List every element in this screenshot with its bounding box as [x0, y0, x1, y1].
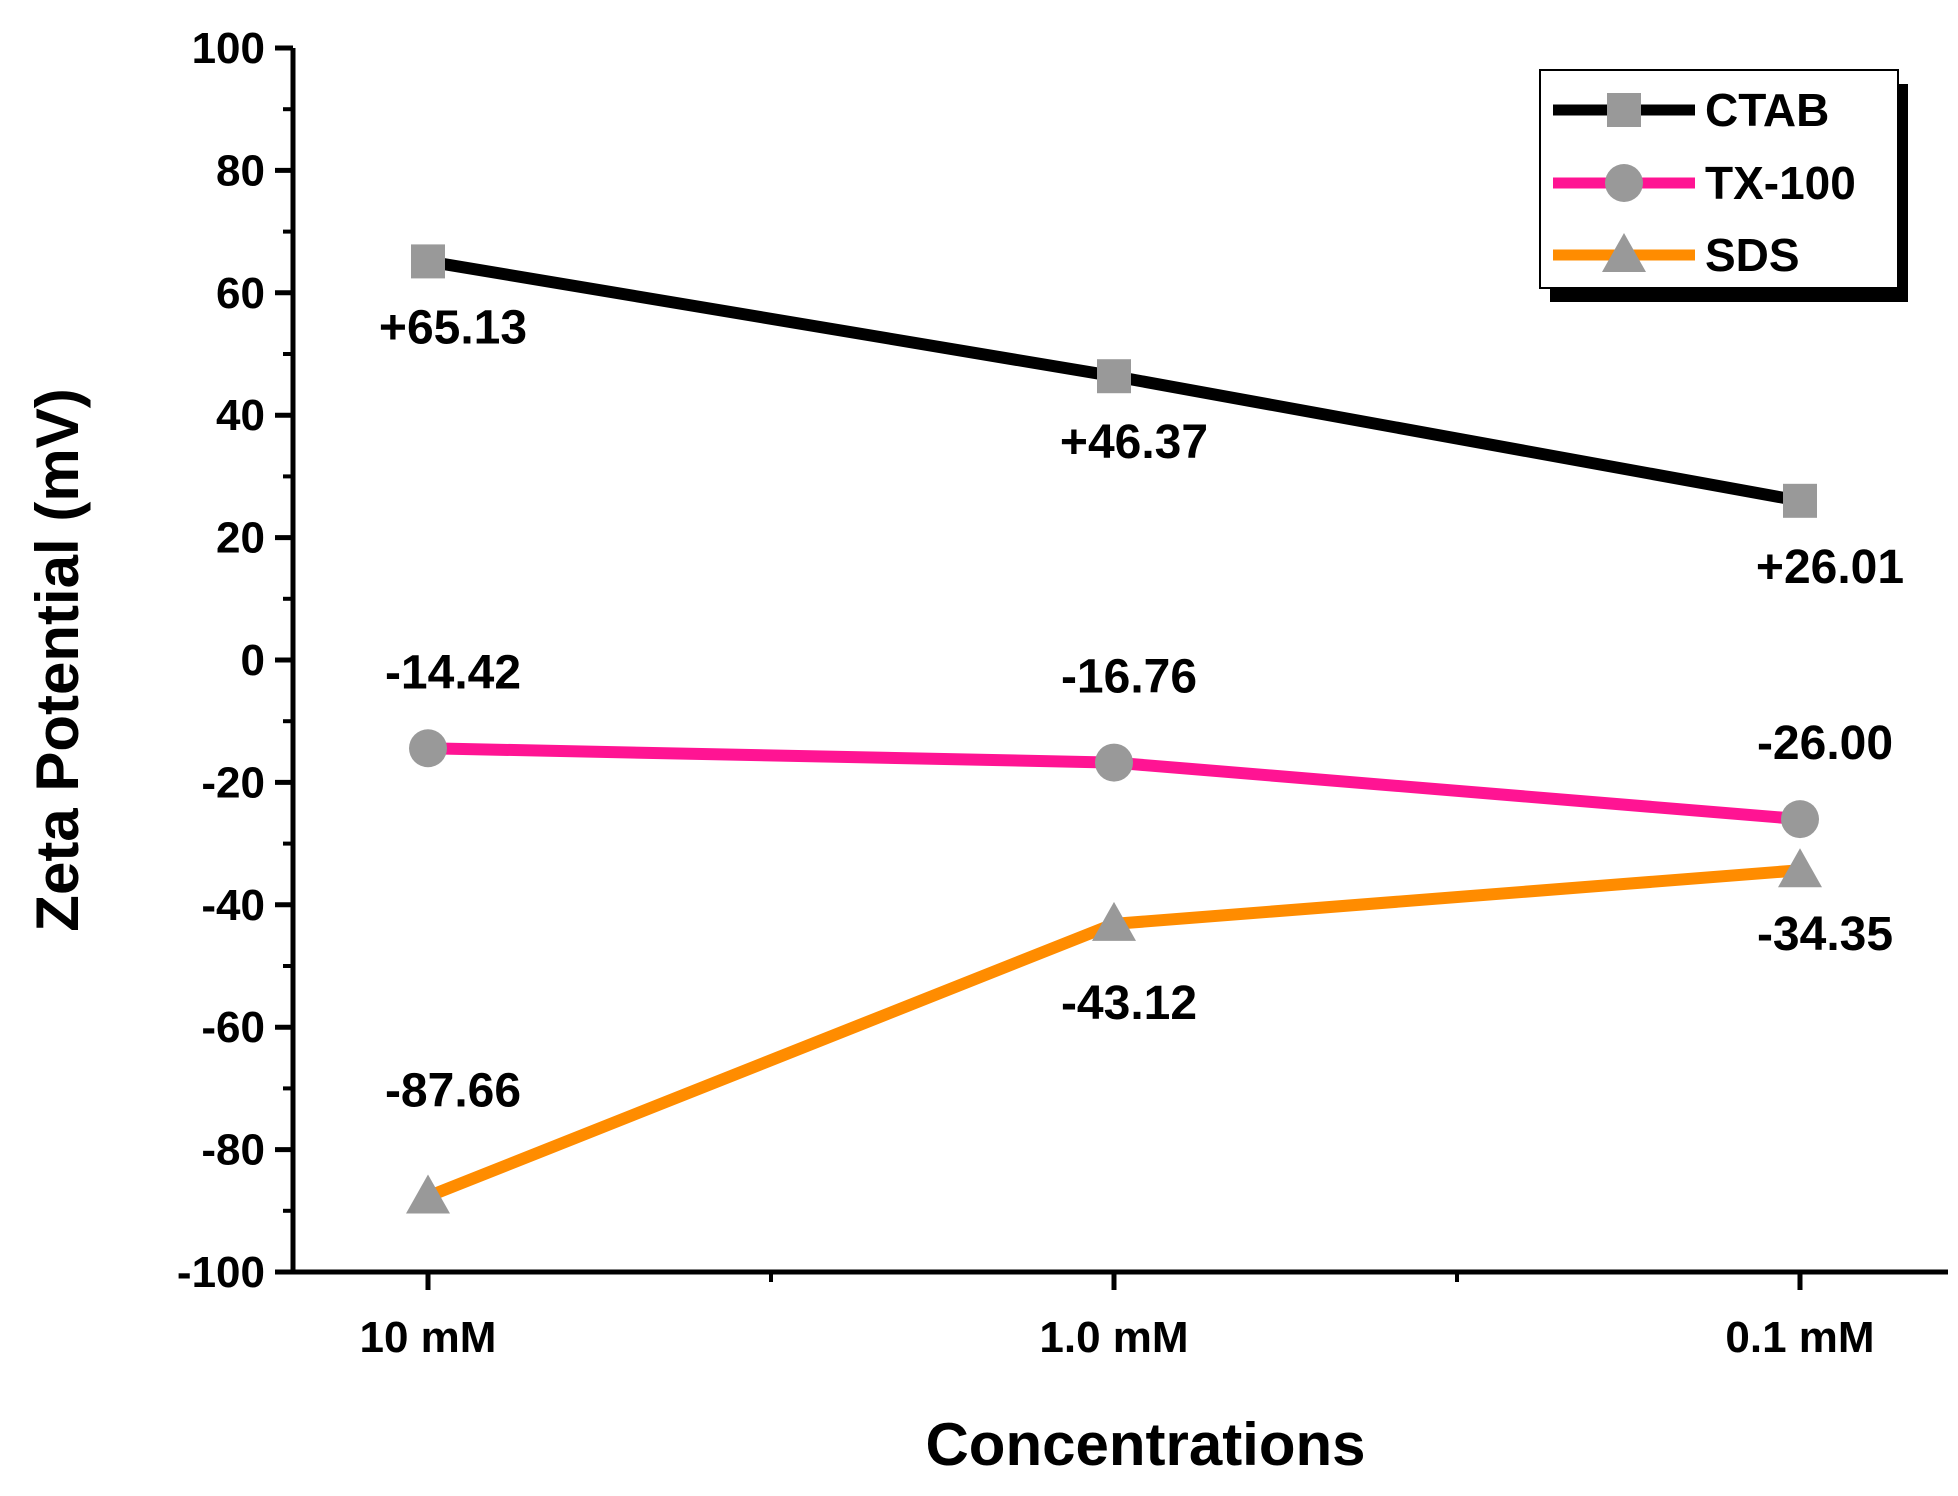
data-point-square	[1607, 93, 1641, 127]
data-label: -34.35	[1757, 908, 1893, 961]
y-tick-label: 40	[216, 391, 265, 440]
series-tx-100: -14.42 -16.76 -26.00	[385, 646, 1893, 839]
data-point-triangle	[1602, 233, 1646, 272]
data-label: -87.66	[385, 1064, 521, 1117]
x-tick-label: 0.1 mM	[1725, 1313, 1874, 1362]
legend: CTAB TX-100 SDS	[1539, 69, 1908, 302]
data-point-circle	[1095, 743, 1133, 782]
y-tick-label: -40	[201, 881, 265, 930]
series-sds: -87.66 -43.12 -34.35	[385, 848, 1893, 1214]
legend-item: SDS	[1553, 229, 1800, 281]
data-label: +26.01	[1756, 541, 1904, 594]
series-ctab: +65.13 +46.37 +26.01	[379, 244, 1904, 594]
x-axis-title: Concentrations	[925, 1411, 1365, 1478]
data-point-triangle	[1778, 848, 1822, 888]
data-label: +65.13	[379, 301, 527, 354]
y-tick-label: -20	[201, 758, 265, 807]
legend-label: TX-100	[1705, 157, 1856, 209]
y-tick-label: 20	[216, 514, 265, 563]
y-tick-label: -100	[177, 1248, 265, 1297]
data-point-square	[1783, 483, 1817, 518]
y-tick-label: -60	[201, 1003, 265, 1052]
data-point-triangle	[1092, 901, 1136, 941]
y-axis-title: Zeta Potential (mV)	[24, 388, 91, 931]
data-point-square	[1097, 359, 1131, 394]
y-tick-label: 80	[216, 146, 265, 195]
y-tick-label: 0	[241, 636, 265, 685]
data-label: +46.37	[1060, 416, 1208, 469]
legend-item: TX-100	[1553, 157, 1856, 209]
legend-label: CTAB	[1705, 84, 1829, 136]
y-tick-label: -80	[201, 1126, 265, 1175]
data-point-circle	[1781, 800, 1819, 839]
x-tick-label: 1.0 mM	[1039, 1313, 1188, 1362]
data-point-triangle	[406, 1174, 450, 1214]
data-label: -14.42	[385, 646, 521, 699]
data-label: -26.00	[1757, 717, 1893, 770]
data-point-circle	[409, 729, 447, 768]
axes: 100 80 60 40 20 0 -20 -40 -60 -80 -100 10 mM 1.0 mM 0…	[177, 24, 1948, 1362]
y-tick-label: 60	[216, 269, 265, 318]
data-label: -43.12	[1061, 977, 1197, 1030]
data-point-square	[411, 244, 445, 279]
x-tick-label: 10 mM	[360, 1313, 497, 1362]
data-label: -16.76	[1061, 651, 1197, 704]
legend-item: CTAB	[1553, 84, 1829, 136]
legend-label: SDS	[1705, 229, 1800, 281]
data-point-circle	[1605, 164, 1643, 202]
y-tick-label: 100	[192, 24, 265, 73]
